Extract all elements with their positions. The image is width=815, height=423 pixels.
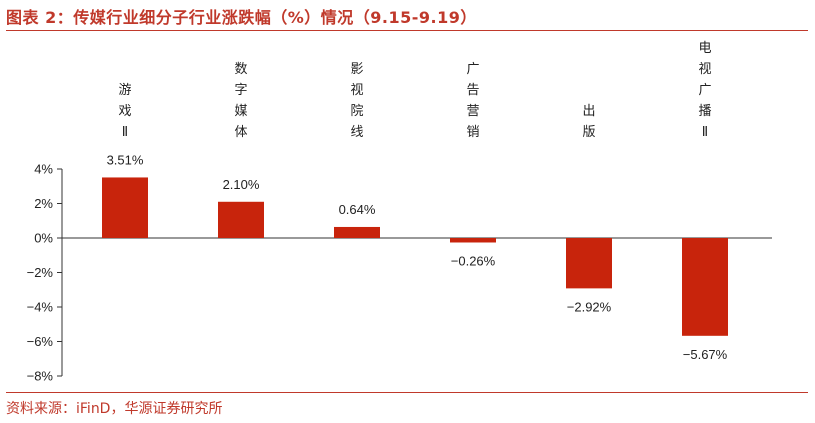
source-divider: [6, 392, 808, 393]
category-label: 影视院线: [350, 62, 363, 140]
category-label: 出版: [582, 104, 595, 140]
category-label: 广告营销: [466, 62, 479, 140]
bars: [102, 177, 728, 336]
bar: [218, 201, 264, 238]
bar: [102, 177, 148, 238]
y-axis: 4% 2% 0% −2% −4% −6% −8%: [27, 162, 63, 384]
value-label: −2.92%: [567, 299, 612, 314]
category-label: 数字媒体: [234, 62, 247, 140]
y-tick-label: 2%: [34, 196, 53, 211]
value-label: −5.67%: [683, 347, 728, 362]
y-tick-label: −2%: [27, 265, 54, 280]
bar: [450, 238, 496, 243]
value-label: 0.64%: [339, 202, 376, 217]
value-label: 3.51%: [107, 152, 144, 167]
y-tick-label: 4%: [34, 162, 53, 177]
bar: [682, 238, 728, 336]
y-tick-label: 0%: [34, 231, 53, 246]
value-label: −0.26%: [451, 253, 496, 268]
value-label: 2.10%: [223, 177, 260, 192]
category-label: 游戏 Ⅱ: [118, 83, 131, 140]
y-tick-label: −6%: [27, 334, 54, 349]
bar: [334, 226, 380, 238]
category-label: 电视广播 Ⅱ: [698, 41, 711, 140]
chart-title: 图表 2：传媒行业细分子行业涨跌幅（%）情况（9.15-9.19）: [6, 8, 477, 27]
y-tick-label: −4%: [27, 300, 54, 315]
title-divider: [6, 30, 808, 31]
y-tick-label: −8%: [27, 369, 54, 384]
value-labels: 3.51% 2.10% 0.64% −0.26% −2.92% −5.67%: [107, 152, 728, 361]
bar: [566, 238, 612, 289]
source-note: 资料来源：iFinD，华源证券研究所: [6, 401, 223, 417]
